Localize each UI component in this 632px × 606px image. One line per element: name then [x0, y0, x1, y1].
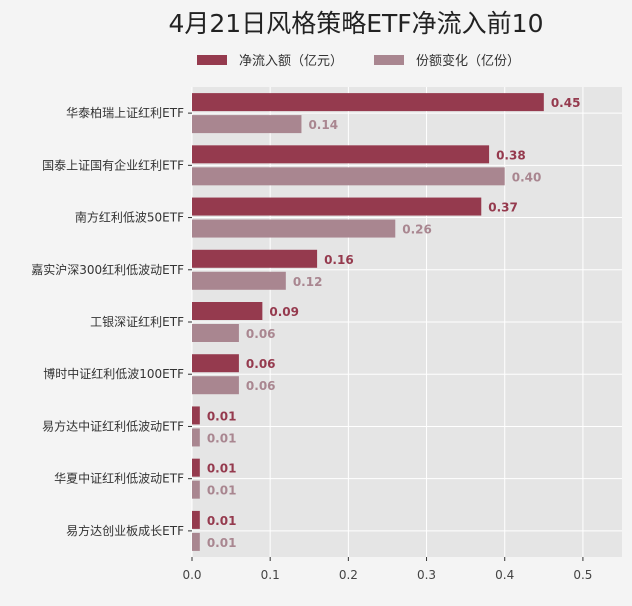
- category-label: 嘉实沪深300红利低波动ETF: [31, 262, 184, 277]
- x-tick-label: 0.3: [417, 568, 436, 582]
- category-label: 博时中证红利低波100ETF: [43, 366, 184, 381]
- legend-swatch: [374, 54, 404, 65]
- data-label: 0.38: [496, 148, 526, 162]
- data-label: 0.09: [269, 305, 299, 319]
- data-label: 0.45: [551, 96, 581, 110]
- bar: [192, 354, 239, 373]
- category-label: 易方达中证红利低波动ETF: [42, 418, 184, 433]
- category-label: 工银深证红利ETF: [90, 314, 184, 329]
- data-label: 0.40: [512, 170, 542, 184]
- bar: [192, 406, 200, 425]
- legend-item-share-change: 份额变化（亿份）: [374, 50, 520, 69]
- bar: [192, 219, 396, 238]
- bar: [192, 510, 200, 529]
- legend-item-net-inflow: 净流入额（亿元）: [197, 50, 343, 69]
- bar: [192, 197, 482, 216]
- bar: [192, 428, 200, 447]
- category-label: 南方红利低波50ETF: [75, 210, 184, 225]
- data-label: 0.06: [246, 357, 276, 371]
- bar: [192, 271, 286, 290]
- bar: [192, 115, 302, 134]
- x-tick-label: 0.0: [182, 568, 201, 582]
- data-label: 0.06: [246, 327, 276, 341]
- x-tick-label: 0.5: [573, 568, 592, 582]
- data-label: 0.06: [246, 379, 276, 393]
- x-tick-label: 0.1: [261, 568, 280, 582]
- bar: [192, 458, 200, 477]
- bar: [192, 93, 544, 112]
- category-label: 华夏中证红利低波动ETF: [54, 471, 184, 486]
- category-label: 华泰柏瑞上证红利ETF: [66, 105, 184, 120]
- x-tick-label: 0.2: [339, 568, 358, 582]
- x-tick-label: 0.4: [495, 568, 514, 582]
- bar: [192, 145, 490, 164]
- bar: [192, 167, 505, 186]
- data-label: 0.12: [293, 275, 323, 289]
- data-label: 0.26: [402, 223, 432, 237]
- category-label: 国泰上证国有企业红利ETF: [42, 157, 184, 172]
- data-label: 0.01: [207, 462, 237, 476]
- data-label: 0.14: [308, 118, 338, 132]
- legend-label: 净流入额（亿元）: [239, 54, 344, 69]
- bar: [192, 249, 318, 268]
- bar: [192, 302, 263, 320]
- bar: [192, 480, 200, 499]
- data-label: 0.01: [207, 431, 237, 445]
- bar: [192, 532, 200, 551]
- data-label: 0.37: [488, 201, 518, 215]
- chart-title: 4月21日风格策略ETF净流入前10: [168, 9, 544, 38]
- bar: [192, 324, 239, 342]
- data-label: 0.01: [207, 409, 237, 423]
- data-label: 0.16: [324, 253, 354, 267]
- category-label: 易方达创业板成长ETF: [66, 523, 184, 538]
- data-label: 0.01: [207, 514, 237, 528]
- legend-swatch: [197, 54, 227, 65]
- bar: [192, 376, 239, 395]
- data-label: 0.01: [207, 536, 237, 550]
- legend-label: 份额变化（亿份）: [416, 54, 521, 69]
- data-label: 0.01: [207, 484, 237, 498]
